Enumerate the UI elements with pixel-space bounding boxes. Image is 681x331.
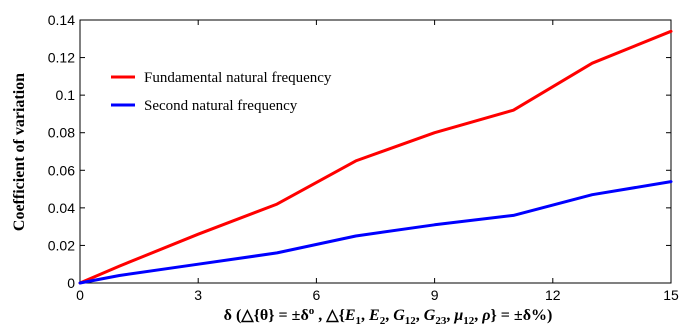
plot-area bbox=[79, 19, 672, 284]
series-line-1 bbox=[78, 29, 673, 285]
series-group bbox=[78, 29, 673, 285]
series-line-2 bbox=[78, 180, 673, 285]
legend: Fundamental natural frequency Second natu… bbox=[111, 70, 332, 114]
y-tick-label: 0.14 bbox=[48, 12, 75, 28]
y-tick-label: 0.1 bbox=[56, 87, 76, 103]
y-tick-label: 0.12 bbox=[48, 50, 75, 66]
x-tick-label: 12 bbox=[545, 287, 561, 303]
y-tick-label: 0 bbox=[67, 275, 75, 291]
y-axis-label: Coefficient of variation bbox=[11, 73, 28, 231]
legend-label-1: Fundamental natural frequency bbox=[144, 70, 332, 86]
y-tick-label: 0.08 bbox=[48, 125, 75, 141]
y-axis-ticks: 0 0.02 0.04 0.06 0.08 0.1 0.12 0.14 bbox=[48, 12, 671, 291]
x-tick-label: 9 bbox=[431, 287, 439, 303]
x-tick-label: 6 bbox=[313, 287, 321, 303]
x-axis-ticks: 0 3 6 9 12 15 bbox=[76, 20, 679, 303]
y-tick-label: 0.06 bbox=[48, 162, 75, 178]
y-tick-label: 0.02 bbox=[48, 237, 75, 253]
y-tick-label: 0.04 bbox=[48, 200, 75, 216]
x-tick-label: 0 bbox=[76, 287, 84, 303]
x-tick-label: 3 bbox=[194, 287, 202, 303]
legend-label-2: Second natural frequency bbox=[144, 98, 298, 114]
x-tick-label: 15 bbox=[663, 287, 679, 303]
x-axis-label: δ (△{θ} = ±δo , △{E1, E2, G12, G23, μ12,… bbox=[224, 305, 553, 327]
